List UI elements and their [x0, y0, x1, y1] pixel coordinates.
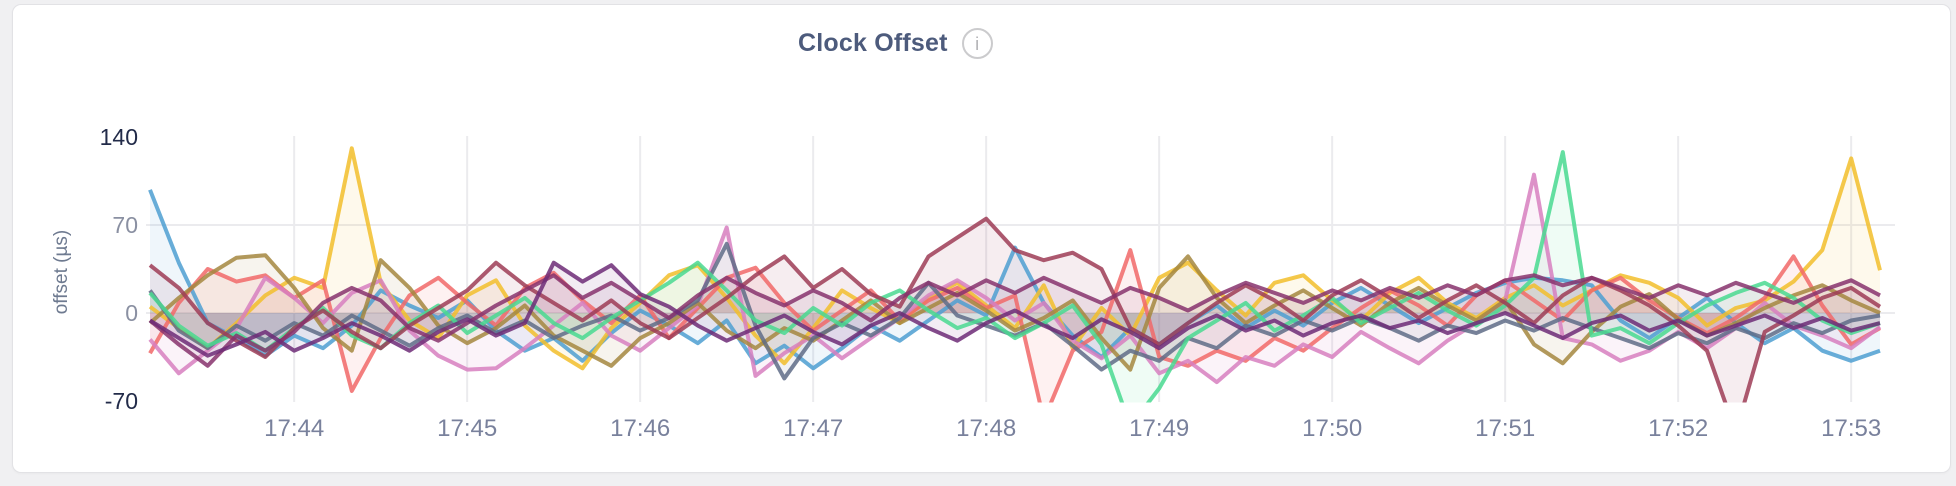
y-tick-label: 0 [125, 300, 138, 326]
x-tick-label: 17:46 [610, 415, 670, 442]
series-area [150, 174, 1880, 383]
info-icon[interactable]: i [961, 28, 993, 59]
x-tick-label: 17:50 [1302, 415, 1362, 442]
series-lines [148, 146, 1882, 403]
chart-header: Clock Offset i [798, 28, 993, 59]
series-line [148, 260, 1881, 358]
x-tick-label: 17:44 [264, 415, 324, 442]
x-tick-label: 17:49 [1129, 415, 1189, 442]
x-tick-label: 17:48 [956, 415, 1016, 442]
axis-labels: 140 70 0 -70 17:44 17:45 17:46 17:47 17:48 17:49 1… [100, 124, 1882, 442]
series-line [148, 150, 1881, 403]
y-axis-label: offset (µs) [51, 229, 72, 315]
x-tick-label: 17:52 [1648, 415, 1708, 442]
series-area [150, 148, 1880, 369]
x-tick-label: 17:53 [1821, 415, 1881, 442]
x-tick-label: 17:45 [437, 415, 497, 442]
y-tick-label: -70 [105, 388, 138, 414]
x-tick-label: 17:51 [1475, 415, 1535, 442]
chart-title: Clock Offset [798, 29, 948, 57]
series-line [148, 248, 1881, 403]
series-area [150, 255, 1880, 370]
x-tick-label: 17:47 [783, 415, 843, 442]
series-line [148, 172, 1882, 385]
y-tick-label: 70 [112, 212, 138, 238]
y-tick-label: 140 [100, 124, 138, 150]
series-line [148, 273, 1881, 368]
